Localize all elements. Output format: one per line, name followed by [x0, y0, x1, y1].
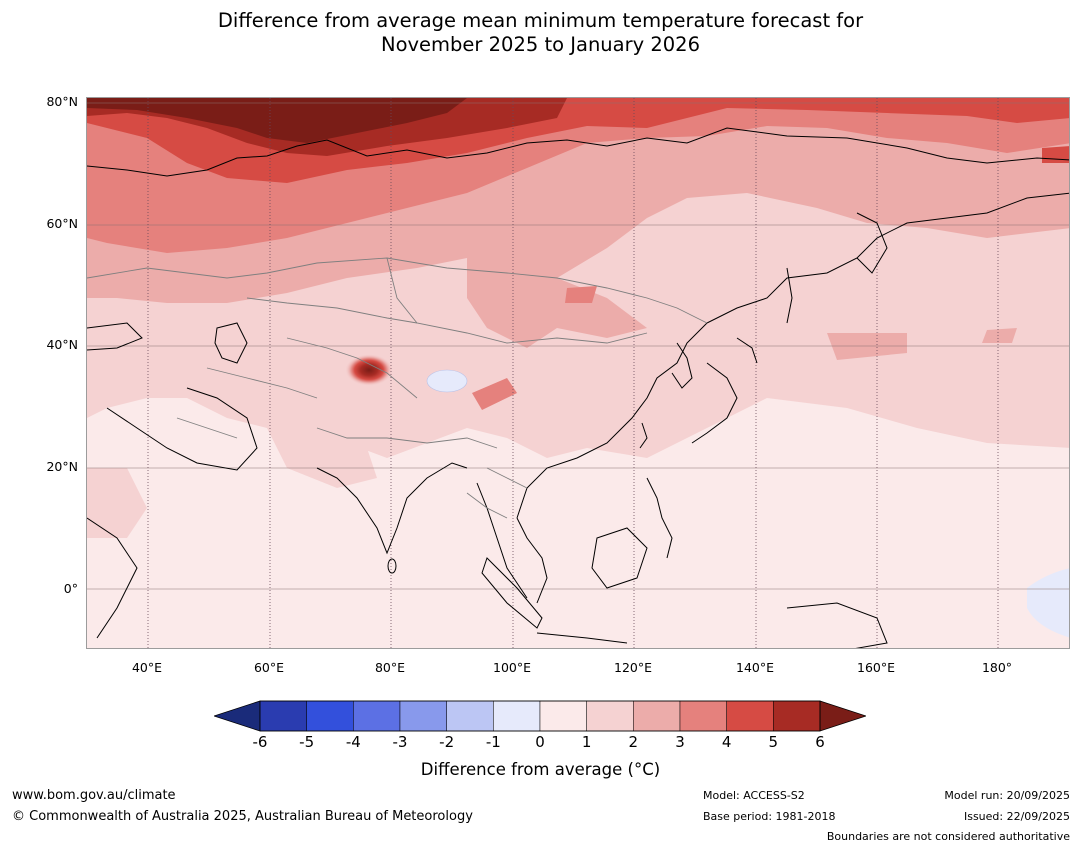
x-tick-160e: 160°E: [856, 660, 896, 675]
colorbar-tick-label: -5: [299, 733, 315, 751]
colorbar-extend-low: [214, 700, 261, 732]
anomaly-2-3-mongolia: [467, 258, 647, 348]
disclaimer-text: Boundaries are not considered authoritat…: [826, 830, 1070, 843]
colorbar-segment: [633, 700, 681, 732]
colorbar-segment: [399, 700, 447, 732]
colorbar-tick-label: 3: [675, 733, 685, 751]
copyright-text: © Commonwealth of Australia 2025, Austra…: [12, 809, 473, 824]
x-tick-120e: 120°E: [613, 660, 653, 675]
title-line-2: November 2025 to January 2026: [381, 33, 700, 56]
colorbar-title: Difference from average (°C): [420, 760, 661, 779]
colorbar: [214, 700, 866, 732]
country-borders: [87, 257, 708, 519]
colorbar-segment: [446, 700, 494, 732]
title-line-1: Difference from average mean minimum tem…: [217, 9, 864, 32]
tibet-hotspot: [345, 354, 393, 386]
map-svg: [87, 98, 1069, 648]
anomaly-3-4-mongolia: [565, 286, 597, 303]
model-text: Model: ACCESS-S2: [703, 789, 805, 802]
colorbar-tick-label: -6: [252, 733, 268, 751]
pacific-cool-patch: [1027, 568, 1069, 638]
x-tick-40e: 40°E: [131, 660, 163, 675]
lat-gridlines: [87, 102, 1069, 590]
x-tick-100e: 100°E: [492, 660, 532, 675]
anomaly-3-4-china: [472, 378, 517, 410]
colorbar-tick-label: -2: [439, 733, 455, 751]
colorbar-segment: [259, 700, 307, 732]
anomaly-2-3-pacific-small: [982, 328, 1017, 343]
colorbar-extend-high: [819, 700, 866, 732]
colorbar-tick-label: 4: [721, 733, 732, 751]
colorbar-segment: [726, 700, 774, 732]
colorbar-segment: [539, 700, 587, 732]
anomaly-1-2-iran: [267, 428, 377, 488]
lon-gridlines: [147, 98, 999, 648]
x-tick-60e: 60°E: [253, 660, 285, 675]
x-tick-140e: 140°E: [735, 660, 775, 675]
model-run-text: Model run: 20/09/2025: [944, 789, 1070, 802]
website-link[interactable]: www.bom.gov.au/climate: [12, 788, 176, 803]
colorbar-segment: [493, 700, 541, 732]
base-period-text: Base period: 1981-2018: [703, 810, 836, 823]
y-tick-80n: 80°N: [46, 94, 78, 109]
anomaly-4-5-chukotka: [1042, 146, 1069, 163]
y-tick-20n: 20°N: [46, 459, 78, 474]
colorbar-tick-label: 2: [628, 733, 639, 751]
forecast-map: [86, 97, 1070, 649]
y-tick-60n: 60°N: [46, 216, 78, 231]
colorbar-segment: [773, 700, 821, 732]
tibet-cool-patch: [426, 369, 468, 393]
x-tick-80e: 80°E: [374, 660, 406, 675]
colorbar-segment: [679, 700, 727, 732]
colorbar-tick-label: -4: [345, 733, 361, 751]
colorbar-tick-label: 6: [815, 733, 825, 751]
colorbar-tick-label: 1: [581, 733, 592, 751]
colorbar-tick-label: -3: [392, 733, 408, 751]
anomaly-2-3-pacific: [827, 333, 907, 360]
colorbar-tick-label: 0: [535, 733, 545, 751]
colorbar-segment: [586, 700, 634, 732]
y-tick-0: 0°: [63, 581, 78, 596]
colorbar-tick-label: -1: [485, 733, 501, 751]
colorbar-segment: [306, 700, 354, 732]
map-title: Difference from average mean minimum tem…: [0, 9, 1081, 57]
colorbar-tick-label: 5: [768, 733, 779, 751]
y-tick-40n: 40°N: [46, 337, 78, 352]
coastlines: [87, 127, 1069, 648]
anomaly-1-2-arabia: [87, 468, 147, 538]
colorbar-segment: [353, 700, 401, 732]
issued-text: Issued: 22/09/2025: [963, 810, 1070, 823]
x-tick-180: 180°: [981, 660, 1013, 675]
anomaly-above-6-band: [87, 98, 467, 143]
